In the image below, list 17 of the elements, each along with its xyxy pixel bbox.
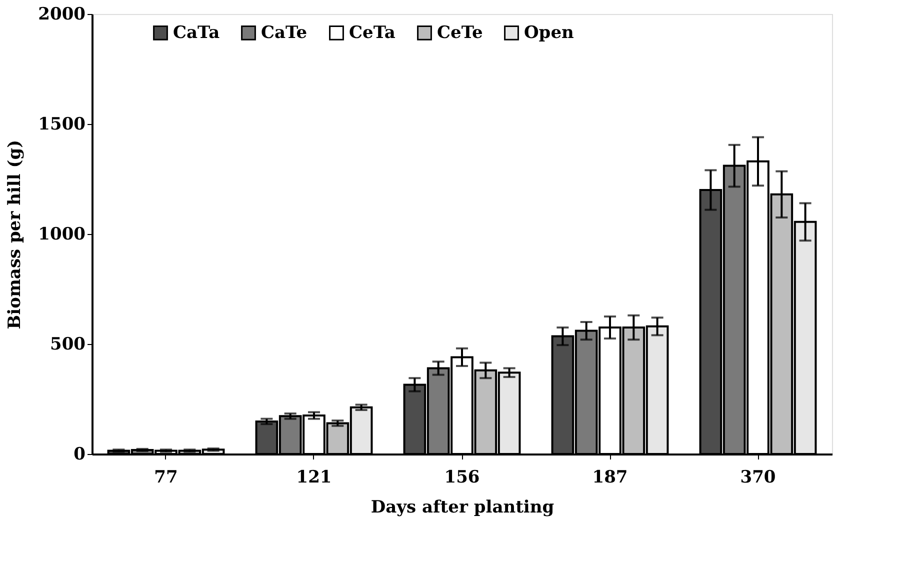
x-tick-label: 370 — [740, 468, 776, 488]
y-tick-label: 1500 — [38, 114, 86, 134]
legend-label: CeTa — [349, 22, 396, 43]
legend-label: CaTa — [173, 22, 220, 43]
y-tick-label: 1000 — [38, 224, 86, 244]
x-tick-label: 121 — [296, 468, 332, 488]
y-tick-label: 500 — [50, 334, 86, 354]
y-tick-label: 0 — [74, 444, 86, 464]
legend-label: CeTe — [437, 22, 484, 43]
x-axis-title: Days after planting — [370, 498, 554, 518]
x-tick-label: 77 — [154, 468, 178, 488]
x-tick-label: 156 — [444, 468, 480, 488]
x-tick-label: 187 — [592, 468, 628, 488]
legend-label: Open — [524, 22, 574, 43]
y-axis-title: Biomass per hill (g) — [5, 140, 26, 330]
legend-label: CaTe — [261, 22, 308, 43]
y-tick-label: 2000 — [38, 4, 86, 24]
